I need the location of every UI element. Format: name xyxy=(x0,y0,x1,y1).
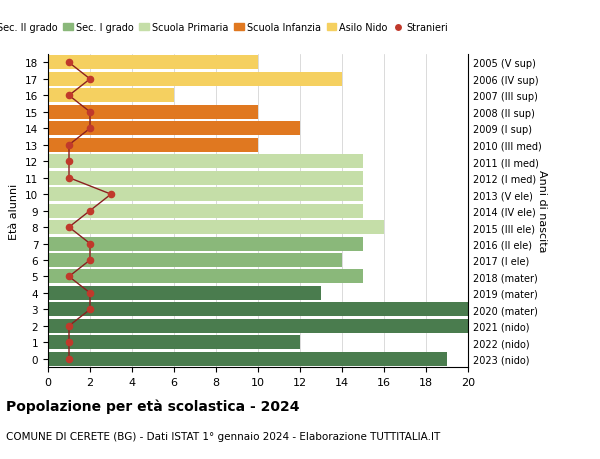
Bar xyxy=(48,253,342,268)
Y-axis label: Età alunni: Età alunni xyxy=(10,183,19,239)
Point xyxy=(64,142,74,149)
Point xyxy=(64,60,74,67)
Bar xyxy=(48,56,258,70)
Point xyxy=(85,125,95,133)
Point xyxy=(64,174,74,182)
Y-axis label: Anni di nascita: Anni di nascita xyxy=(537,170,547,252)
Point xyxy=(85,241,95,248)
Point xyxy=(64,355,74,363)
Point xyxy=(64,224,74,231)
Point xyxy=(64,92,74,100)
Point xyxy=(64,158,74,166)
Bar xyxy=(48,204,363,218)
Legend: Sec. II grado, Sec. I grado, Scuola Primaria, Scuola Infanzia, Asilo Nido, Stran: Sec. II grado, Sec. I grado, Scuola Prim… xyxy=(0,19,452,37)
Point xyxy=(64,273,74,280)
Bar xyxy=(48,352,447,366)
Bar xyxy=(48,286,321,300)
Bar xyxy=(48,89,174,103)
Point xyxy=(85,207,95,215)
Bar xyxy=(48,237,363,251)
Bar xyxy=(48,122,300,136)
Text: Popolazione per età scolastica - 2024: Popolazione per età scolastica - 2024 xyxy=(6,398,299,413)
Point xyxy=(64,323,74,330)
Text: COMUNE DI CERETE (BG) - Dati ISTAT 1° gennaio 2024 - Elaborazione TUTTITALIA.IT: COMUNE DI CERETE (BG) - Dati ISTAT 1° ge… xyxy=(6,431,440,441)
Bar xyxy=(48,221,384,235)
Point xyxy=(106,191,116,198)
Point xyxy=(85,306,95,313)
Bar xyxy=(48,188,363,202)
Point xyxy=(64,339,74,346)
Bar xyxy=(48,171,363,185)
Bar xyxy=(48,139,258,152)
Point xyxy=(85,290,95,297)
Bar xyxy=(48,336,300,350)
Bar xyxy=(48,270,363,284)
Bar xyxy=(48,303,468,317)
Point xyxy=(85,257,95,264)
Bar xyxy=(48,155,363,169)
Point xyxy=(85,76,95,84)
Bar xyxy=(48,319,468,333)
Bar xyxy=(48,73,342,87)
Point xyxy=(85,109,95,116)
Bar xyxy=(48,106,258,119)
